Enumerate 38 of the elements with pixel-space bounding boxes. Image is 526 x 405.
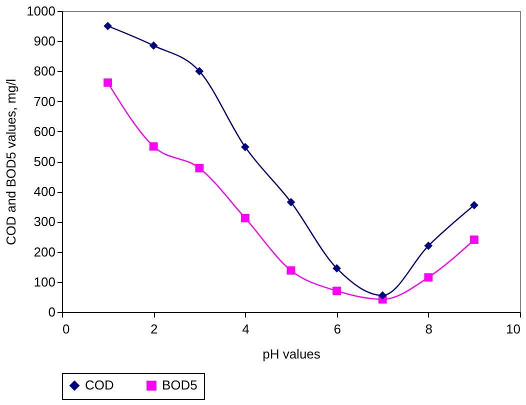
point [286,198,296,206]
point [286,266,296,275]
point [424,273,433,282]
legend-label: COD [85,378,114,393]
legend-label: BOD5 [162,378,198,393]
y-tick-label: 0 [48,304,56,320]
y-tick-label: 600 [34,124,56,139]
y-tick-label: 200 [34,244,56,260]
point [195,67,204,76]
x-tick-label: 0 [62,322,70,336]
x-tick-label: 8 [425,322,433,336]
x-tick-label: 2 [150,322,158,336]
x-axis-title: pH values [262,346,321,362]
y-tick-label: 300 [34,214,56,230]
point [195,164,204,172]
point [470,236,478,244]
point [378,291,387,300]
y-tick-label: 500 [34,154,56,169]
x-tick-label: 6 [334,322,341,336]
y-tick-label: 900 [34,34,56,49]
point [332,264,341,273]
point [332,286,341,296]
point [470,200,478,210]
y-tick-label: 100 [34,274,56,290]
point [149,142,158,151]
point [424,242,433,250]
x-tick-label: 4 [242,322,250,336]
point [104,78,112,87]
y-tick-label: 400 [34,184,56,200]
y-axis-title: COD and BOD5 values, mg/l [4,78,19,246]
point [241,214,250,222]
x-tick-label: 10 [506,322,520,336]
point [104,22,112,30]
point [241,142,250,152]
y-tick-label: 700 [34,94,56,109]
y-tick-label: 1000 [26,4,56,18]
point [149,41,158,50]
y-tick-label: 800 [34,64,56,79]
